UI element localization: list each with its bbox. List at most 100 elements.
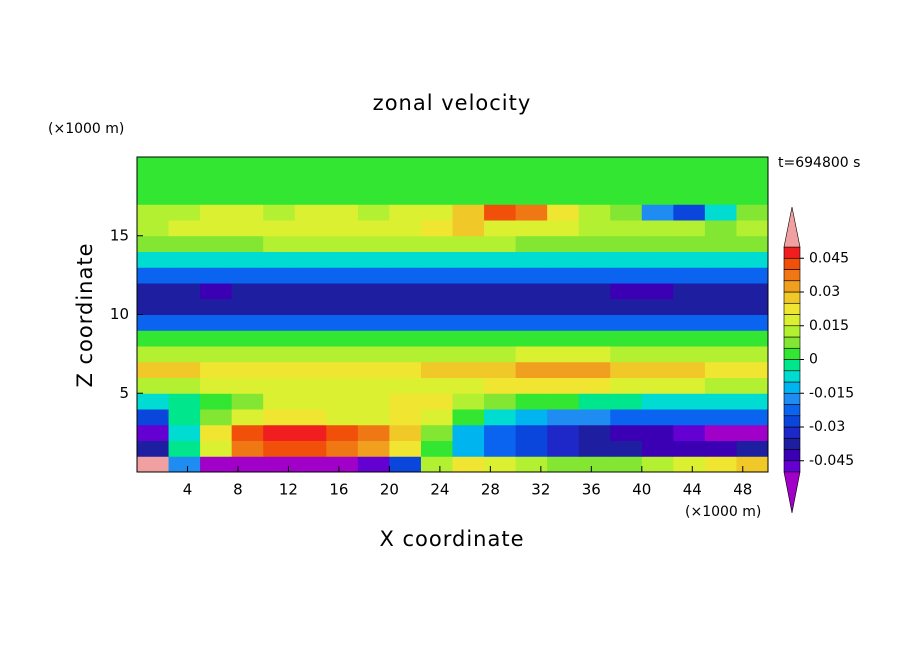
x-tick-label: 32	[531, 481, 550, 499]
cell	[326, 409, 359, 426]
cell	[610, 330, 643, 347]
cell	[484, 157, 517, 174]
cell	[736, 204, 769, 221]
colorbar-label: 0.015	[809, 318, 849, 334]
cell	[137, 409, 170, 426]
cell	[420, 393, 453, 410]
cell	[578, 220, 611, 237]
cell	[200, 172, 233, 189]
y-tick-label: 15	[110, 226, 129, 244]
cell	[420, 424, 453, 441]
cell	[231, 361, 264, 378]
cell	[420, 377, 453, 394]
cell	[420, 267, 453, 284]
cell	[484, 314, 517, 331]
cell	[673, 456, 706, 473]
colorbar-box	[783, 314, 801, 327]
cell	[389, 314, 422, 331]
cell	[578, 361, 611, 378]
cell	[578, 346, 611, 363]
cell	[736, 456, 769, 473]
cell	[484, 251, 517, 268]
cell	[452, 346, 485, 363]
cell	[610, 251, 643, 268]
cell	[578, 330, 611, 347]
cell	[357, 346, 390, 363]
colorbar-box	[783, 415, 801, 428]
cell	[137, 267, 170, 284]
cell	[420, 204, 453, 221]
cell	[452, 235, 485, 252]
colorbar-box	[783, 269, 801, 282]
cell	[231, 393, 264, 410]
cell	[578, 298, 611, 315]
cell	[168, 393, 201, 410]
cell	[231, 172, 264, 189]
cell	[420, 157, 453, 174]
cell	[736, 330, 769, 347]
cell	[515, 235, 548, 252]
cell	[263, 298, 296, 315]
cell	[294, 204, 327, 221]
cell	[484, 235, 517, 252]
cell	[704, 204, 737, 221]
cell	[389, 251, 422, 268]
cell	[200, 267, 233, 284]
cell	[452, 440, 485, 457]
colorbar-label: 0.03	[809, 284, 840, 300]
colorbar-box	[783, 392, 801, 405]
cell	[484, 220, 517, 237]
cell	[200, 188, 233, 205]
cell	[326, 251, 359, 268]
cell	[137, 298, 170, 315]
cell	[515, 220, 548, 237]
cell	[389, 456, 422, 473]
cell	[515, 346, 548, 363]
cell	[484, 346, 517, 363]
cell	[263, 188, 296, 205]
cell	[641, 377, 674, 394]
colorbar-bottom	[783, 471, 801, 514]
cell	[452, 424, 485, 441]
cell	[452, 314, 485, 331]
colorbar-box	[783, 246, 801, 259]
cell	[137, 204, 170, 221]
cell	[357, 393, 390, 410]
cell	[610, 204, 643, 221]
cell	[326, 157, 359, 174]
cell	[515, 172, 548, 189]
cell	[168, 456, 201, 473]
cell	[515, 267, 548, 284]
cell	[326, 204, 359, 221]
cell	[263, 361, 296, 378]
cell	[420, 283, 453, 300]
cell	[263, 456, 296, 473]
cell	[641, 157, 674, 174]
cell	[389, 424, 422, 441]
colorbar-label: -0.03	[809, 419, 845, 435]
cell	[294, 377, 327, 394]
cell	[452, 456, 485, 473]
cell	[641, 298, 674, 315]
cell	[673, 314, 706, 331]
cell	[736, 251, 769, 268]
cell	[294, 220, 327, 237]
cell	[578, 377, 611, 394]
cell	[200, 346, 233, 363]
cell	[515, 393, 548, 410]
cell	[168, 267, 201, 284]
cell	[200, 377, 233, 394]
cell	[168, 204, 201, 221]
cell	[137, 424, 170, 441]
cell	[294, 424, 327, 441]
cell	[420, 346, 453, 363]
cell	[168, 409, 201, 426]
cell	[610, 314, 643, 331]
cell	[389, 409, 422, 426]
cell	[137, 283, 170, 300]
cell	[452, 393, 485, 410]
y-axis-label: Z coordinate	[73, 242, 97, 387]
cell	[673, 283, 706, 300]
colorbar-box	[783, 347, 801, 360]
cell	[263, 393, 296, 410]
